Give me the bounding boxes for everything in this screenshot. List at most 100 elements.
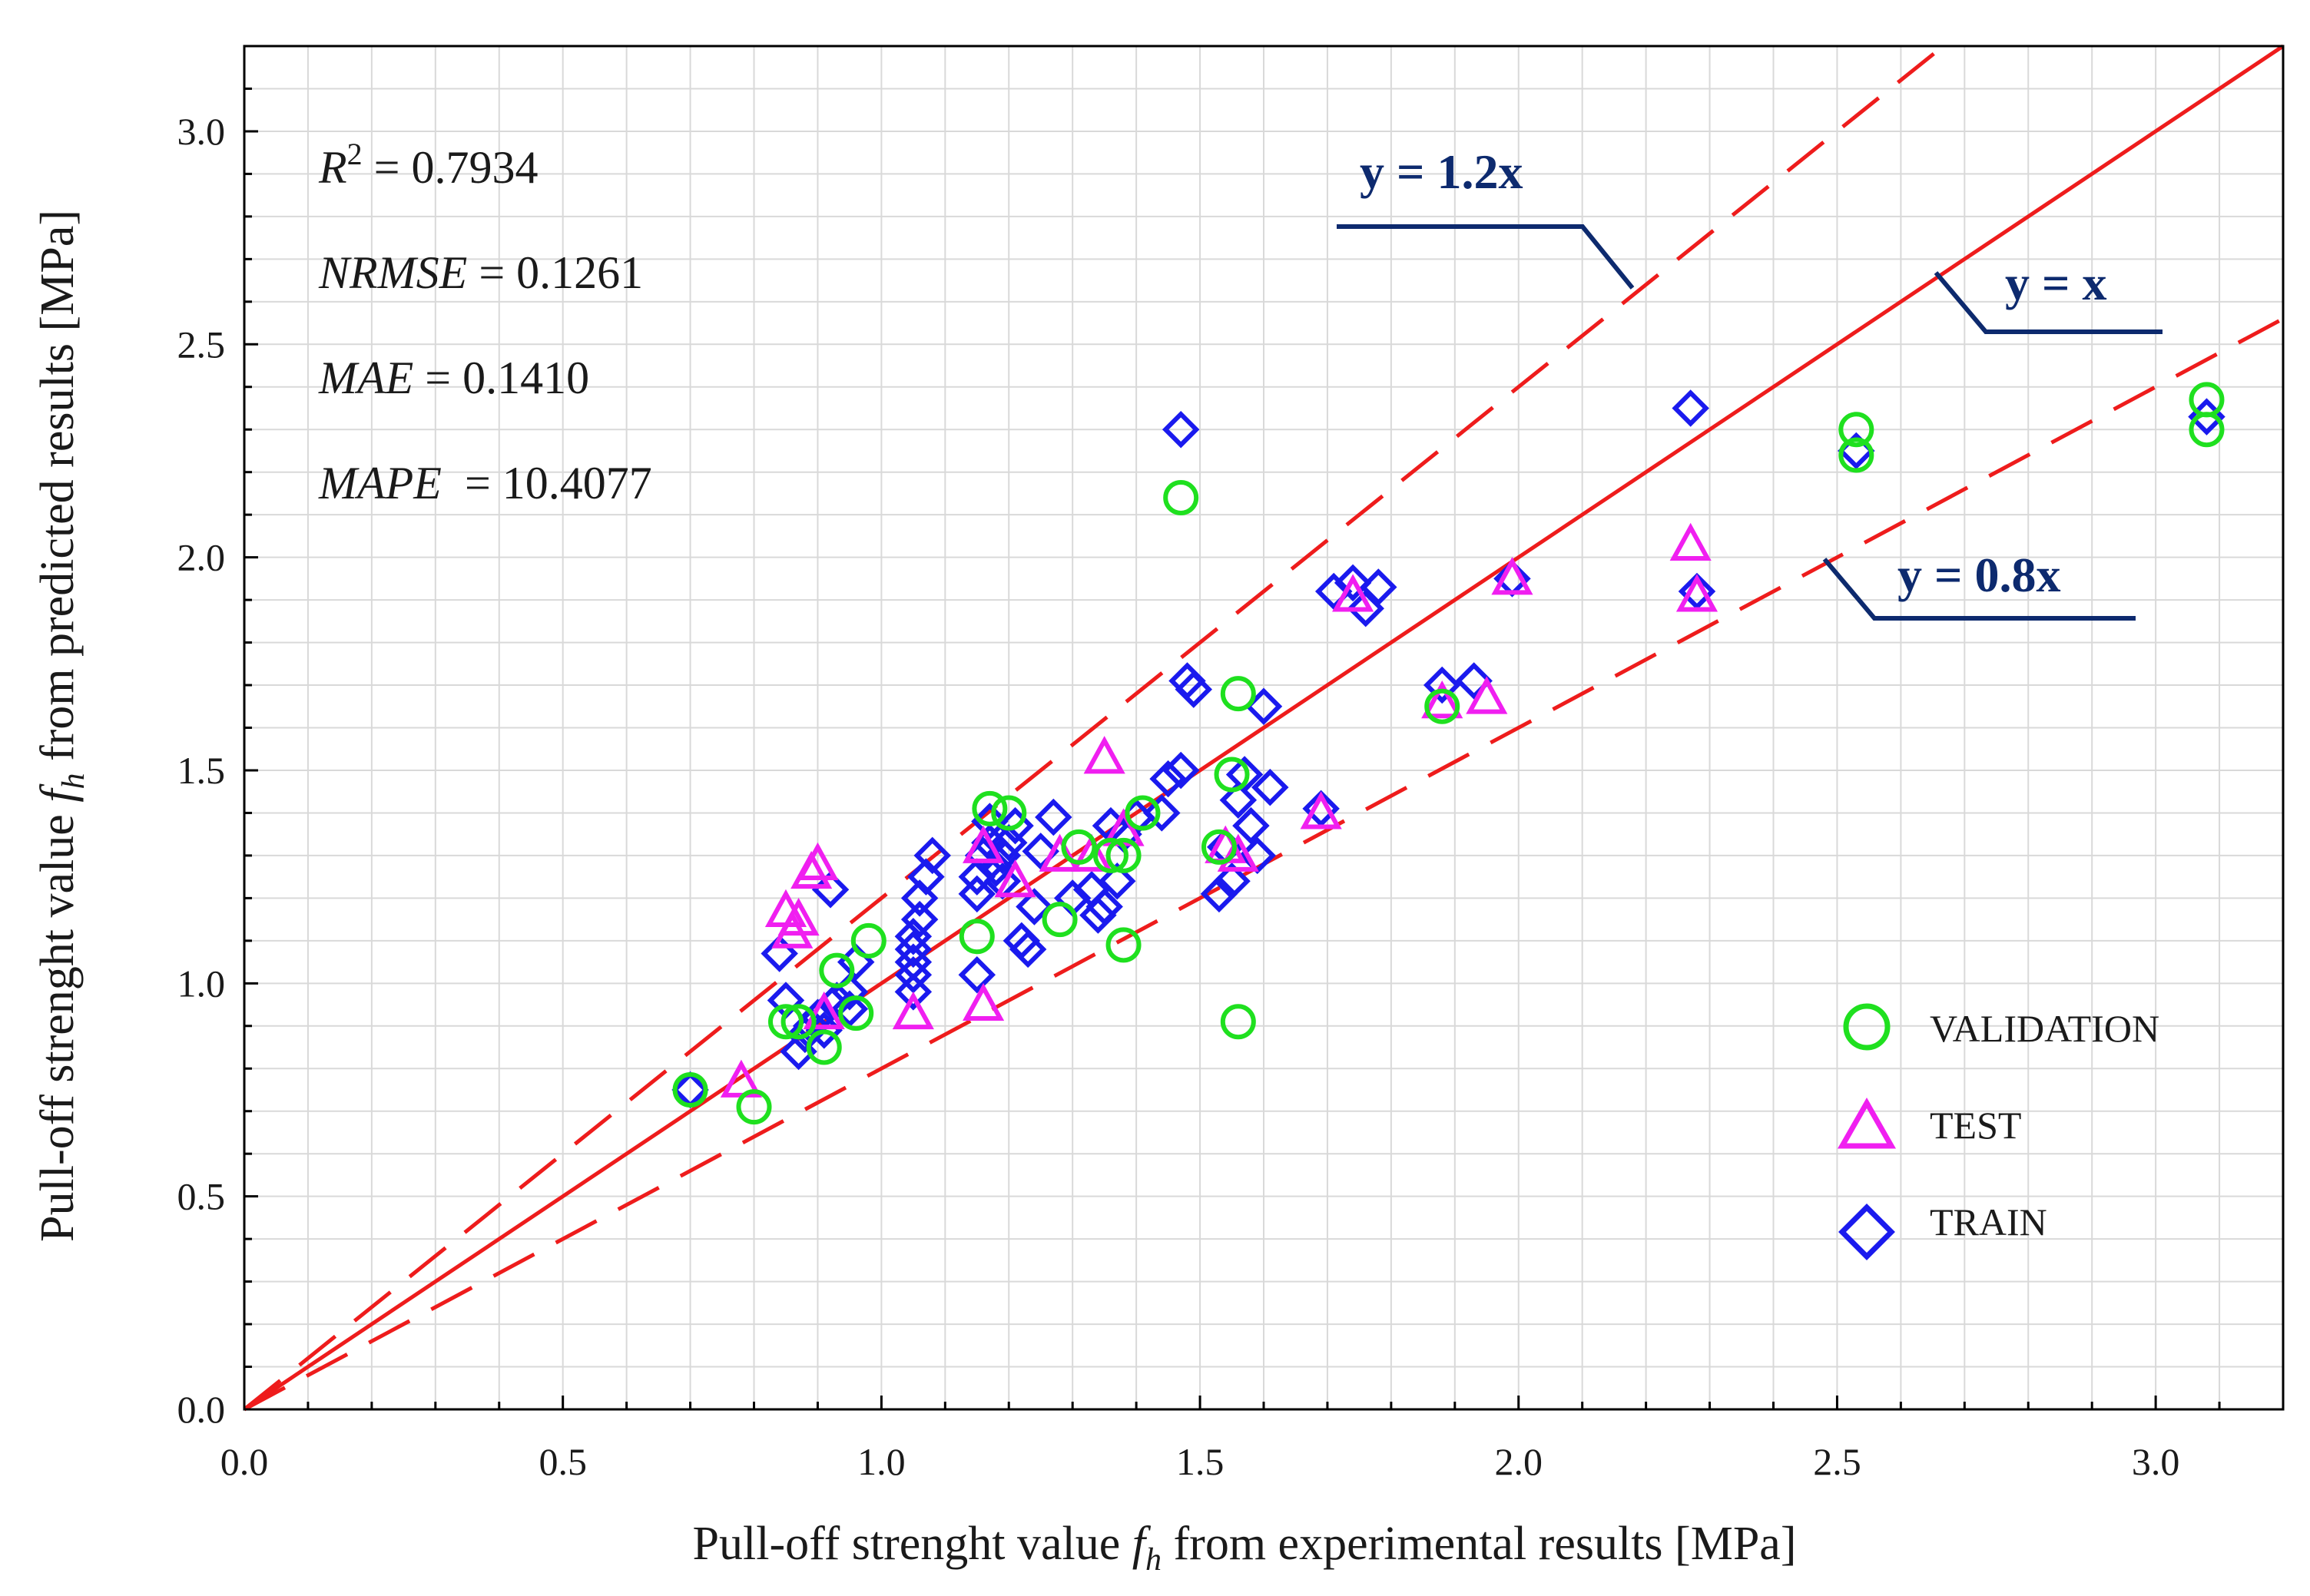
grid	[244, 46, 2283, 1409]
validation-point	[780, 1004, 817, 1040]
test-point	[1669, 522, 1712, 561]
stat-mae-value: = 0.1410	[413, 353, 589, 403]
train-point	[1200, 875, 1238, 913]
validation-point	[819, 952, 855, 988]
validation-point	[1424, 688, 1460, 724]
train-point	[1099, 862, 1136, 900]
y-tick-label: 2.5	[177, 323, 226, 366]
test-point	[963, 825, 1005, 863]
stat-nrmse: NRMSE = 0.1261	[318, 247, 643, 298]
validation-point	[972, 790, 1008, 826]
train-point	[1016, 888, 1053, 925]
validation-point	[1163, 479, 1199, 515]
statistics-box: R2 = 0.7934 NRMSE = 0.1261 MAE = 0.1410 …	[318, 137, 652, 508]
test-point	[797, 842, 839, 880]
train-point	[1149, 760, 1187, 798]
y-tick-label: 1.5	[177, 749, 226, 792]
test-point	[1300, 791, 1342, 829]
train-point	[913, 836, 951, 875]
train-point	[1175, 671, 1213, 708]
test-point	[963, 982, 1005, 1022]
train-point	[1022, 833, 1059, 870]
reference-line-y-1-2x	[243, 45, 1945, 1411]
validation-point	[1838, 412, 1874, 448]
test-point	[1332, 574, 1374, 612]
train-point	[761, 935, 798, 972]
test-point	[1491, 557, 1533, 595]
legend-test-marker	[1837, 1097, 1897, 1149]
validation-point	[672, 1071, 708, 1108]
legend: VALIDATION TEST TRAIN	[1837, 1003, 2159, 1260]
test-point	[777, 897, 820, 936]
axis-ticks: 0.0 0.0 0.5 0.5 1.0 1.0 1.5 1.5 2.0 2.0 2.5 2.5 3.0 3…	[177, 45, 2285, 1483]
stat-r2-value: = 0.7934	[363, 142, 539, 193]
stat-mape-value: = 10.4077	[442, 458, 652, 508]
test-point	[1217, 833, 1259, 872]
label-y-x: y = x	[2005, 256, 2106, 310]
x-axis-title-text-1: Pull-off strenght value	[693, 1518, 1132, 1570]
validation-point	[1105, 927, 1142, 963]
train-point	[1347, 589, 1384, 627]
stat-r2: R2 = 0.7934	[318, 137, 539, 193]
train-point	[1225, 756, 1264, 793]
legend-train-marker	[1838, 1204, 1895, 1260]
y-axis-title-text-1: Pull-off strenght value	[31, 803, 84, 1242]
train-point	[1009, 930, 1047, 969]
train-point	[1672, 389, 1709, 427]
train-point	[1455, 662, 1493, 700]
train-point	[1085, 888, 1123, 925]
validation-point	[806, 1029, 842, 1065]
test-point	[1466, 676, 1508, 714]
train-point	[1302, 790, 1340, 828]
test-point	[803, 991, 845, 1030]
x-tick-label: 1.0	[857, 1440, 906, 1483]
validation-point	[991, 795, 1027, 831]
train-point	[1162, 751, 1200, 790]
label-y-0-8x: y = 0.8x	[1897, 548, 2060, 602]
leader-y-x	[1934, 271, 2163, 334]
train-point	[1423, 666, 1461, 704]
train-point	[894, 973, 933, 1011]
stat-nrmse-name: NRMSE	[318, 247, 467, 298]
stat-mape-name: MAPE	[318, 458, 442, 508]
train-point	[996, 806, 1034, 845]
stat-r2-sup: 2	[347, 137, 363, 171]
y-tick-label: 2.0	[177, 536, 226, 579]
validation-point	[1125, 795, 1161, 831]
x-tick-label: 3.0	[2132, 1440, 2180, 1483]
validation-point	[959, 919, 995, 955]
test-point	[1039, 833, 1081, 872]
stat-nrmse-value: = 0.1261	[467, 247, 643, 298]
validation-point	[767, 1004, 804, 1040]
train-point	[958, 875, 996, 913]
validation-point	[1214, 757, 1250, 793]
validation-point	[850, 922, 887, 959]
train-point	[907, 858, 945, 896]
legend-test-label: TEST	[1930, 1104, 2021, 1147]
train-point	[830, 990, 869, 1028]
x-tick-label: 0.0	[220, 1440, 269, 1483]
y-tick-label: 3.0	[177, 110, 226, 153]
y-tick-label: 0.5	[177, 1175, 226, 1218]
legend-validation-label: VALIDATION	[1930, 1007, 2159, 1050]
x-tick-label: 0.5	[539, 1440, 587, 1483]
test-point	[1675, 574, 1718, 612]
train-point	[1035, 798, 1072, 836]
validation-point	[838, 995, 874, 1031]
reference-line-labels: y = 1.2x y = x y = 0.8x	[1337, 144, 2163, 621]
stat-r2-name: R	[318, 142, 347, 193]
train-point	[900, 879, 939, 917]
train-point	[1678, 572, 1716, 611]
x-axis-title-subscript: h	[1145, 1542, 1162, 1578]
train-point	[1143, 794, 1181, 832]
validation-point	[2189, 412, 2225, 448]
test-point	[1083, 736, 1125, 774]
validation-point	[1220, 1004, 1256, 1040]
legend-validation-marker	[1843, 1003, 1891, 1051]
validation-point	[1201, 829, 1237, 865]
stat-mae-name: MAE	[318, 353, 413, 403]
validation-point	[1092, 837, 1128, 873]
validation-point	[736, 1089, 772, 1125]
